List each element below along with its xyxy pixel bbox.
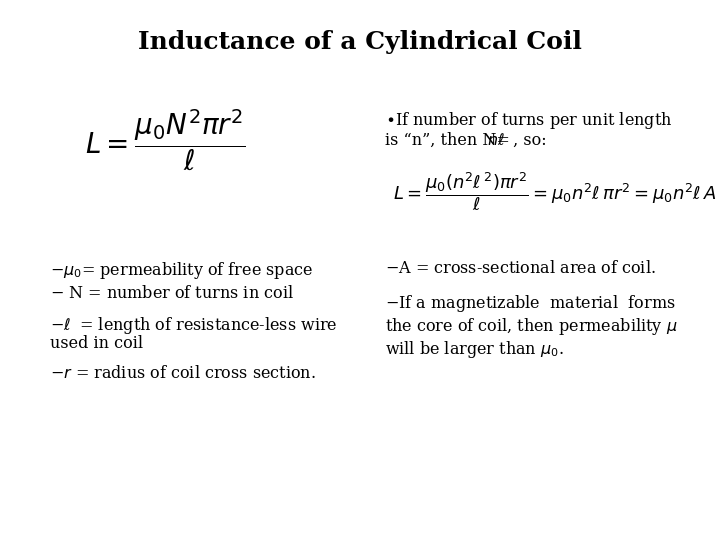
Text: $-$ N = number of turns in coil: $-$ N = number of turns in coil [50,285,294,302]
Text: , so:: , so: [508,132,546,149]
Text: used in coil: used in coil [50,335,143,352]
Text: will be larger than $\mu_0$.: will be larger than $\mu_0$. [385,339,564,360]
Text: $-\mu_0$= permeability of free space: $-\mu_0$= permeability of free space [50,260,313,281]
Text: $L = \dfrac{\mu_0(n^2\ell^{\,2})\pi r^2}{\ell} = \mu_0 n^2\ell\,\pi r^2 = \mu_0 : $L = \dfrac{\mu_0(n^2\ell^{\,2})\pi r^2}… [393,171,716,213]
Text: $n\ell$: $n\ell$ [487,132,505,149]
Text: $- r$ = radius of coil cross section.: $- r$ = radius of coil cross section. [50,365,316,382]
Text: $-\ell\;$ = length of resistance-less wire: $-\ell\;$ = length of resistance-less wi… [50,315,338,336]
Text: Inductance of a Cylindrical Coil: Inductance of a Cylindrical Coil [138,30,582,54]
Text: the core of coil, then permeability $\mu$: the core of coil, then permeability $\mu… [385,316,678,337]
Text: $-$If a magnetizable  material  forms: $-$If a magnetizable material forms [385,293,675,314]
Text: $L = \dfrac{\mu_0 N^2 \pi r^2}{\ell}$: $L = \dfrac{\mu_0 N^2 \pi r^2}{\ell}$ [84,107,246,172]
Text: $-$A = cross-sectional area of coil.: $-$A = cross-sectional area of coil. [385,260,656,277]
Text: is “n”, then N=: is “n”, then N= [385,132,510,149]
Text: $\bullet$If number of turns per unit length: $\bullet$If number of turns per unit len… [385,110,672,131]
